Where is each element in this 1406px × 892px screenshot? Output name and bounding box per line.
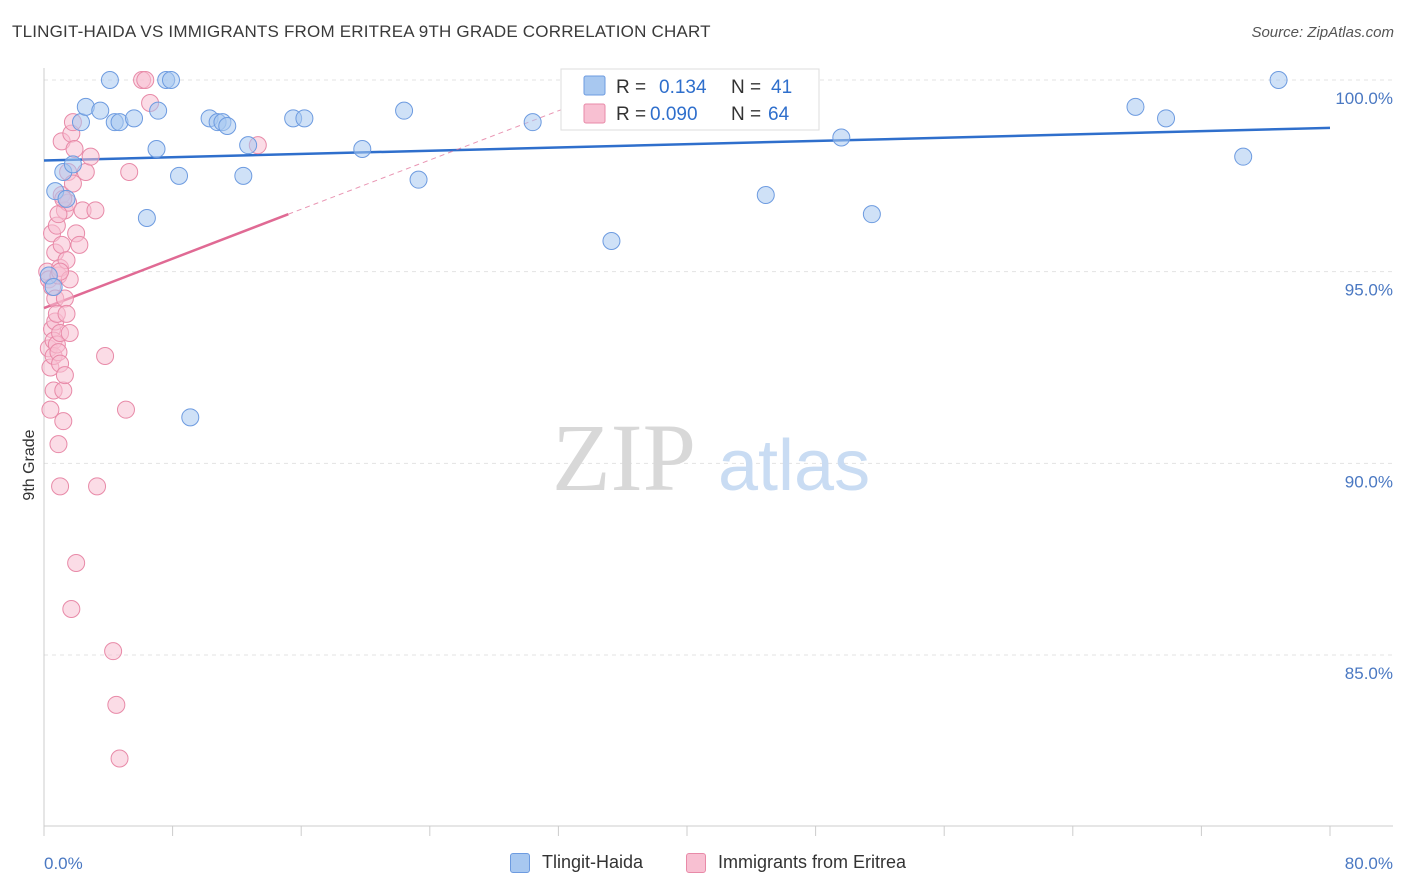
y-tick-label-95: 95.0% — [1345, 281, 1393, 300]
point-eritrea-41 — [65, 140, 84, 158]
point-eritrea-61 — [57, 304, 76, 323]
axes — [43, 68, 1393, 836]
point-eritrea-30 — [55, 366, 74, 385]
point-eritrea-23 — [51, 477, 70, 496]
point-tlingit-haida-32 — [602, 232, 621, 250]
point-tlingit-haida-15 — [149, 101, 168, 120]
legend-r-label-2: R = — [616, 104, 646, 125]
point-tlingit-haida-8 — [91, 101, 110, 120]
point-eritrea-50 — [96, 347, 115, 365]
legend-n-label-2: N = — [731, 104, 761, 125]
point-tlingit-haida-31 — [523, 113, 542, 132]
legend-r-value-2: 0.090 — [650, 104, 698, 125]
point-eritrea-43 — [67, 554, 86, 572]
y-axis-title: 9th Grade — [21, 429, 38, 500]
legend-n-label-1: N = — [731, 77, 761, 98]
point-eritrea-19 — [49, 435, 68, 454]
point-eritrea-49 — [88, 477, 107, 496]
point-eritrea-57 — [136, 71, 155, 89]
point-eritrea-27 — [54, 381, 73, 400]
point-tlingit-haida-12 — [125, 109, 144, 128]
point-tlingit-haida-35 — [832, 128, 851, 147]
point-tlingit-haida-34 — [756, 186, 775, 204]
point-tlingit-haida-17 — [161, 71, 180, 89]
point-tlingit-haida-38 — [1157, 109, 1176, 128]
point-eritrea-53 — [110, 749, 129, 768]
point-tlingit-haida-1 — [44, 278, 63, 296]
point-eritrea-28 — [54, 412, 73, 431]
legend-label-eritrea: Immigrants from Eritrea — [718, 852, 907, 872]
legend-label-tlingit-haida: Tlingit-Haida — [542, 852, 644, 872]
legend-r-label-1: R = — [616, 77, 646, 98]
legend-item-tlingit-haida: Tlingit-Haida — [510, 852, 643, 873]
legend-n-value-1: 41 — [771, 77, 792, 98]
y-tick-labels: 85.0% 90.0% 95.0% 100.0% — [1335, 89, 1393, 683]
point-eritrea-48 — [86, 201, 105, 220]
legend-swatch-blue — [583, 75, 606, 96]
point-tlingit-haida-9 — [100, 71, 119, 89]
point-tlingit-haida-27 — [295, 109, 314, 128]
point-tlingit-haida-25 — [239, 136, 258, 155]
legend-r-value-1: 0.134 — [659, 77, 707, 98]
legend-swatch-tlingit-haida — [510, 852, 530, 873]
legend-swatch-pink — [583, 103, 606, 124]
point-tlingit-haida-24 — [234, 166, 253, 185]
point-tlingit-haida-28 — [353, 140, 372, 158]
x-tick-label-min: 0.0% — [44, 854, 83, 873]
y-tick-label-90: 90.0% — [1345, 472, 1393, 491]
point-eritrea-52 — [107, 695, 126, 714]
watermark-zip: ZIP — [552, 404, 696, 511]
point-tlingit-haida-37 — [1126, 97, 1145, 116]
point-eritrea-54 — [116, 400, 135, 419]
point-tlingit-haida-14 — [147, 140, 166, 158]
y-tick-label-100: 100.0% — [1335, 89, 1393, 108]
trend-line-eritrea — [43, 212, 289, 310]
point-eritrea-4 — [41, 400, 60, 419]
chart-title: TLINGIT-HAIDA VS IMMIGRANTS FROM ERITREA… — [12, 22, 711, 41]
point-eritrea-51 — [104, 642, 123, 661]
point-eritrea-60 — [49, 205, 68, 224]
point-tlingit-haida-29 — [395, 101, 414, 120]
point-eritrea-55 — [120, 163, 139, 181]
point-eritrea-44 — [70, 235, 89, 254]
point-tlingit-haida-23 — [218, 117, 237, 135]
source-label: Source: ZipAtlas.com — [1251, 24, 1394, 41]
legend-item-eritrea: Immigrants from Eritrea — [686, 852, 906, 873]
point-tlingit-haida-13 — [137, 209, 156, 227]
point-tlingit-haida-5 — [63, 155, 82, 174]
point-tlingit-haida-36 — [862, 205, 881, 224]
point-tlingit-haida-40 — [1269, 71, 1288, 89]
point-eritrea-40 — [63, 174, 82, 193]
point-eritrea-47 — [81, 147, 100, 166]
point-tlingit-haida-30 — [409, 170, 428, 189]
point-tlingit-haida-39 — [1234, 147, 1253, 166]
point-eritrea-36 — [60, 324, 79, 342]
bottom-legend: Tlingit-Haida Immigrants from Eritrea — [0, 852, 1406, 876]
data-points — [38, 71, 1288, 768]
trend-lines — [43, 79, 1331, 310]
x-tick-label-max: 80.0% — [1345, 854, 1393, 873]
y-tick-label-85: 85.0% — [1345, 664, 1393, 683]
point-tlingit-haida-6 — [71, 113, 90, 132]
watermark-atlas: atlas — [718, 426, 870, 506]
legend-swatch-eritrea — [686, 852, 706, 873]
point-tlingit-haida-19 — [181, 408, 200, 427]
point-tlingit-haida-4 — [57, 189, 76, 208]
point-eritrea-26 — [52, 235, 71, 254]
trend-line-tlingit-haida — [43, 126, 1331, 162]
grid-lines — [44, 79, 1393, 656]
point-eritrea-38 — [62, 600, 81, 618]
legend-box: R = 0.134 N = 41 R = 0.090 N = 64 — [560, 68, 820, 131]
point-tlingit-haida-18 — [170, 166, 189, 185]
legend-n-value-2: 64 — [768, 104, 790, 125]
